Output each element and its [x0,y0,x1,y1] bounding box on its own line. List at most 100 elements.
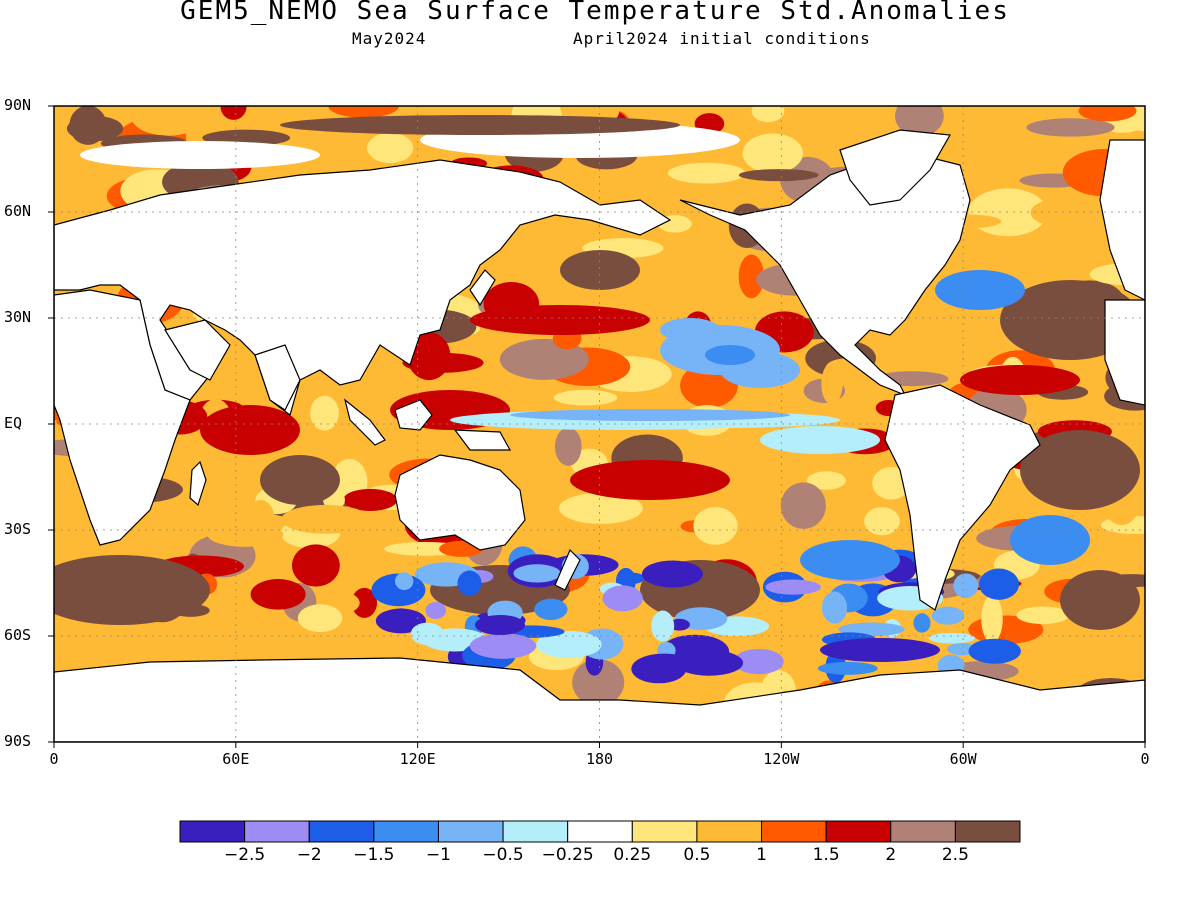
anomaly-patch [560,250,640,290]
colorbar-swatch [502,820,569,843]
colorbar-swatch [179,820,246,843]
land-europe-west [1099,139,1145,301]
anomaly-patch [602,585,643,612]
land-new-zealand [554,548,581,591]
forecast-month: May2024 [352,29,427,48]
colorbar-swatch [437,820,504,843]
anomaly-patch [425,601,447,620]
land-south-america [884,384,1041,611]
anomaly-patch [513,564,561,583]
longitude-label: 120W [763,750,800,768]
anomaly-patch [343,488,398,511]
colorbar-swatch [308,820,375,843]
land-antarctica [54,657,1145,742]
anomaly-patch [895,106,944,137]
anomaly-patch [913,613,931,633]
anomaly-patch [554,427,582,466]
anomaly-patch [54,555,210,625]
anomaly-patch [1010,515,1090,565]
anomaly-patch [931,606,965,625]
anomaly-patch [280,115,680,135]
colorbar-label: −1.5 [353,845,395,865]
anomaly-patch [738,169,819,182]
anomaly-patch [220,106,247,120]
colorbar-swatch [631,820,698,843]
anomaly-patch [351,587,378,618]
anomaly-patch [928,632,976,644]
land-india [254,344,301,411]
anomaly-patch [510,409,790,421]
latitude-label: 60S [4,626,32,644]
colorbar-swatch [954,820,1021,843]
anomaly-patch [291,544,340,587]
colorbar-label: −0.5 [482,845,524,865]
anomaly-patch [297,604,343,633]
anomaly-patch [131,106,205,136]
colorbar-label: 2.5 [941,845,969,865]
longitude-label: 60E [222,750,250,768]
anomaly-patch [281,504,371,534]
anomaly-patch [864,507,900,536]
anomaly-patch [693,507,738,545]
anomaly-patch [553,389,618,406]
map-title: GEM5_NEMO Sea Surface Temperature Std.An… [180,0,1010,26]
anomaly-patch [367,132,414,164]
colorbar-swatch [825,820,892,843]
anomaly-patch [800,540,900,580]
land-sumatra [343,398,386,446]
anomaly-patch [328,106,400,118]
anomaly-patch [1026,118,1115,137]
anomaly-patch [960,365,1080,395]
anomaly-patch [667,162,746,184]
land-japan [469,269,496,307]
anomaly-patch [260,455,340,505]
longitude-label: 0 [1140,750,1150,768]
land-new-guinea [453,429,512,451]
initial-conditions: April2024 initial conditions [573,29,871,48]
anomaly-patch [733,648,784,675]
land-borneo [394,399,433,431]
anomaly-patch [470,305,650,335]
colorbar-label: 0.25 [613,845,652,865]
colorbar-label: −2 [296,845,322,865]
longitude-label: 0 [49,750,59,768]
latitude-label: 90N [4,96,32,114]
colorbar-label: 1.5 [812,845,840,865]
colorbar-label: 0.5 [683,845,711,865]
anomaly-patch [54,169,98,209]
anomaly-patch [475,615,525,635]
colorbar-swatch [373,820,439,843]
anomaly-patch [536,630,602,659]
anomaly-patch [80,141,320,169]
anomaly-patch [675,650,744,676]
latitude-label: 30S [4,520,32,538]
colorbar-swatch [567,820,633,843]
anomaly-patch [760,426,880,454]
colorbar-label: −0.25 [541,845,594,865]
anomaly-patch [953,573,979,598]
colorbar-label: 2 [885,845,897,865]
anomaly-patch [821,591,848,624]
anomaly-patch [738,254,765,299]
anomaly-patch [469,633,537,659]
anomaly-patch [806,471,846,490]
anomaly-patch [651,610,675,642]
colorbar-label: −2.5 [223,845,266,865]
anomaly-patch [407,332,451,381]
anomaly-patch [979,568,1019,600]
anomaly-patch [572,659,625,706]
anomaly-patch [641,560,703,588]
anomaly-patch [935,270,1025,310]
anomaly-patch [820,638,940,662]
anomaly-patch [1063,195,1098,209]
axis-ticks [48,105,1146,748]
colorbar-label: −1 [425,845,451,865]
latitude-label: 30N [4,308,32,326]
longitude-label: 60W [949,750,977,768]
anomaly-patch [534,598,568,621]
land-greenland [839,129,951,206]
anomaly-patch [250,579,306,610]
anomaly-patch [742,133,804,174]
land-australia [394,454,526,551]
